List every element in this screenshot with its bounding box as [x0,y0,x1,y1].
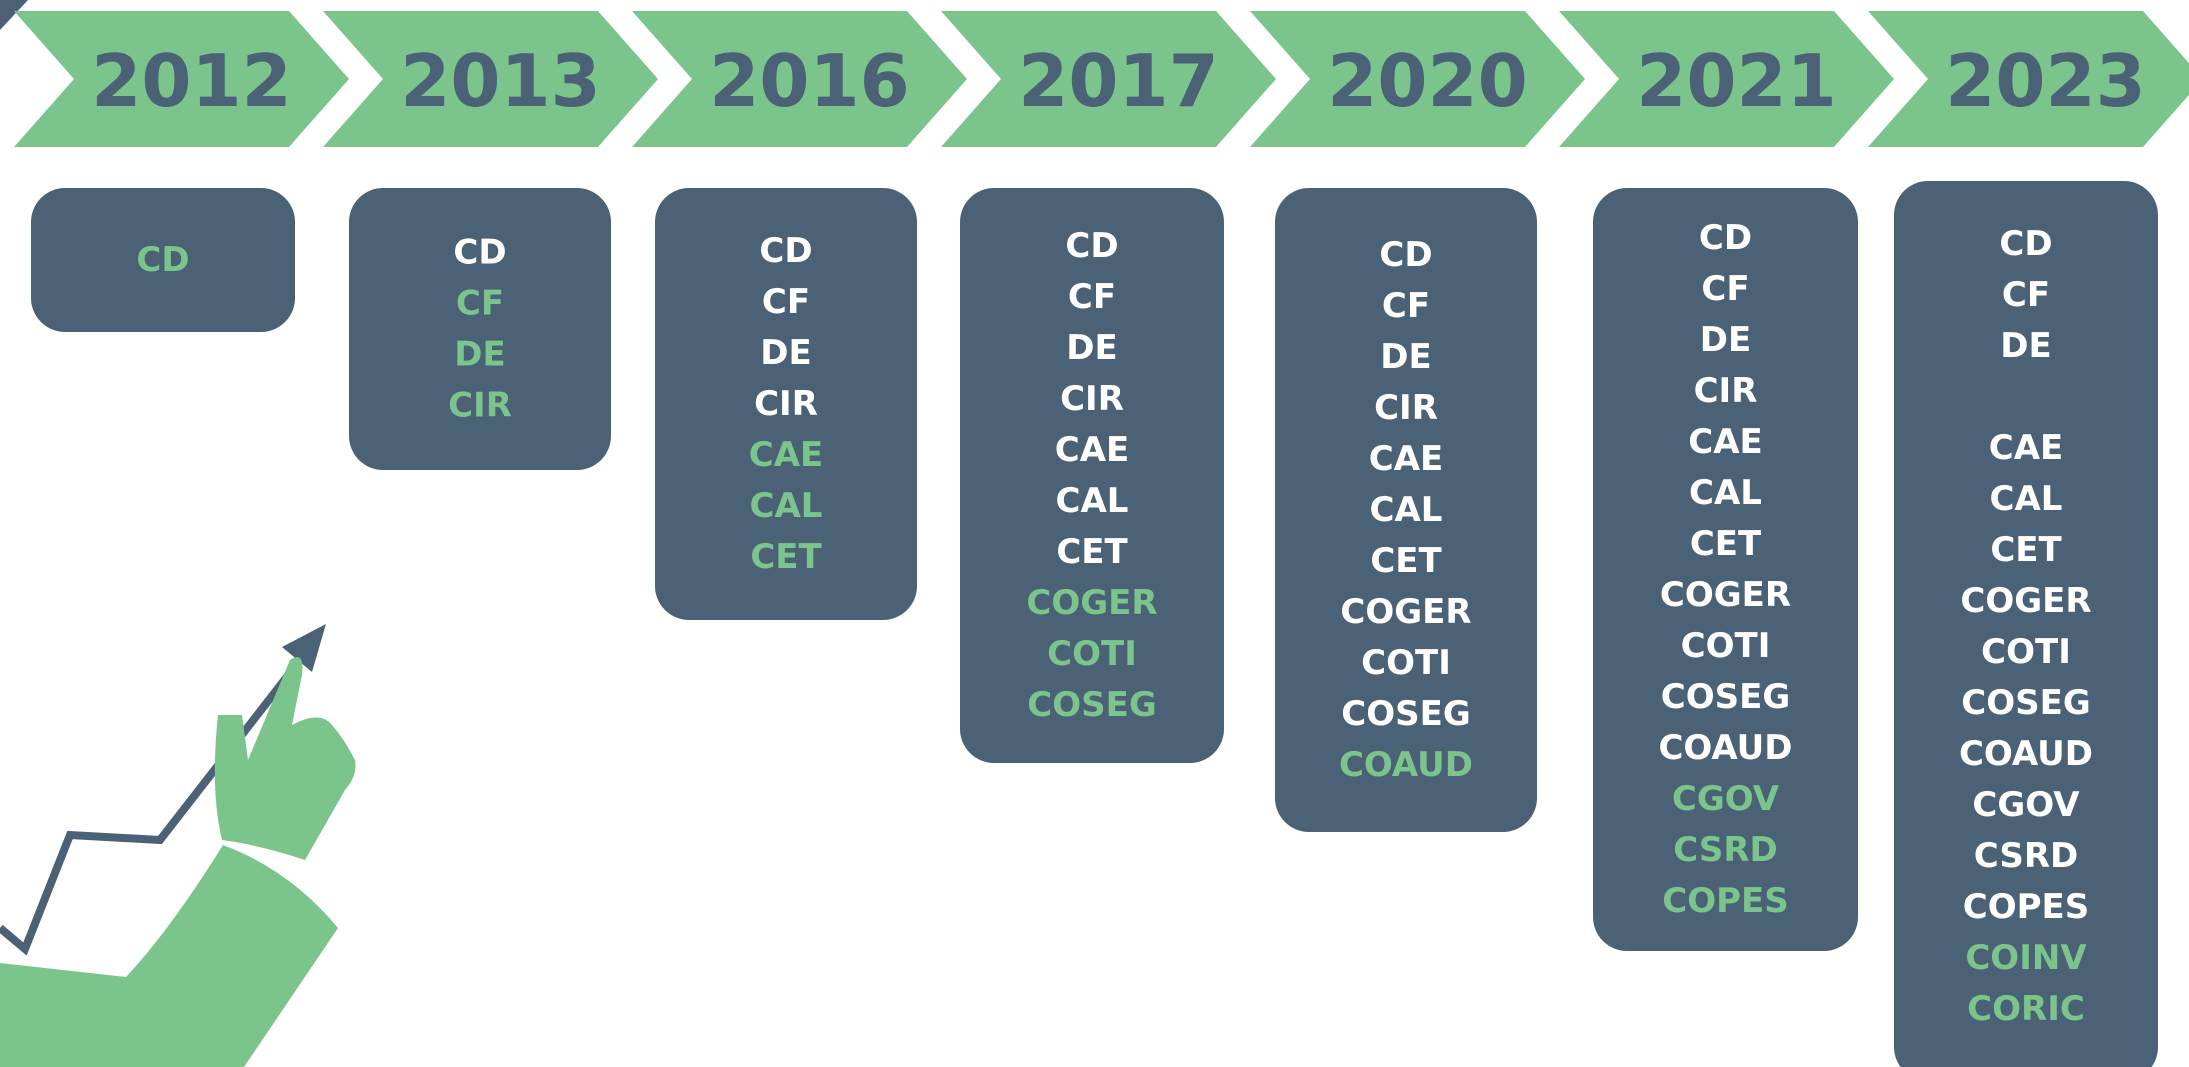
year-label: 2021 [1636,39,1836,123]
year-chevron [1868,11,2189,147]
item-label: CF [1382,286,1430,326]
item-label: COGER [1960,581,2091,621]
year-box [349,188,611,470]
year-box [655,188,917,620]
year-box [960,188,1224,763]
item-label: COGER [1340,592,1471,632]
item-label: CAL [1689,473,1762,513]
arrow-head [282,624,326,672]
item-label: COTI [1361,643,1451,683]
item-label: COTI [1047,634,1137,674]
year-box [1593,188,1858,951]
item-label: CGOV [1972,785,2080,825]
item-label: CD [1379,235,1432,275]
item-label: CD [759,231,812,271]
item-label: CD [1699,218,1752,258]
item-label: CET [1990,530,2062,570]
item-label: COTI [1681,626,1771,666]
item-label: CD [1999,224,2052,264]
item-label: COTI [1981,632,2071,672]
item-label: COSEG [1661,677,1790,717]
item-label: CF [1701,269,1749,309]
year-label: 2017 [1018,39,1218,123]
year-label: 2012 [91,39,291,123]
item-label: COGER [1660,575,1791,615]
item-label: DE [454,335,505,375]
year-label: 2020 [1327,39,1527,123]
item-label: COAUD [1339,745,1473,785]
trend-line [0,657,304,956]
year-label: 2016 [709,39,909,123]
item-label: CAL [1056,481,1129,521]
item-label: CAE [1989,428,2064,468]
item-label: CET [1370,541,1442,581]
year-label: 2023 [1945,39,2145,123]
item-label: CF [456,284,504,324]
item-label: CSRD [1673,830,1777,870]
item-label: CF [2002,275,2050,315]
item-label: COPES [1963,887,2090,927]
item-label: COSEG [1961,683,2090,723]
item-label: CAE [749,435,824,475]
item-label: DE [1066,328,1117,368]
year-box [1894,181,2158,1067]
item-label: DE [760,333,811,373]
item-label: CIR [1060,379,1124,419]
item-label: DE [2000,326,2051,366]
year-chevron [14,11,349,147]
illustration [0,0,356,1067]
item-label: COSEG [1341,694,1470,734]
item-label: CET [1056,532,1128,572]
year-label: 2013 [400,39,600,123]
year-chevron [941,11,1276,147]
item-label: CAE [1055,430,1130,470]
item-label: CAE [1369,439,1444,479]
item-label: CD [1065,226,1118,266]
item-label: CF [762,282,810,322]
item-label: CGOV [1672,779,1780,819]
item-label: COGER [1026,583,1157,623]
item-label: CIR [448,386,512,426]
item-label: CIR [754,384,818,424]
item-label: COPES [1662,881,1789,921]
item-label: CAL [1990,479,2063,519]
year-chevron [323,11,658,147]
year-chevron [1559,11,1894,147]
item-label: CET [750,537,822,577]
item-label: COAUD [1658,728,1792,768]
sleeve [0,845,338,1067]
item-label: COSEG [1027,685,1156,725]
hand [214,657,356,860]
year-chevron [1250,11,1585,147]
item-label: CD [136,240,189,280]
item-label: CIR [1374,388,1438,428]
item-label: CET [1690,524,1762,564]
year-box [31,188,295,332]
year-chevron [632,11,967,147]
corner [0,0,28,30]
item-label: CAL [750,486,823,526]
item-label: CSRD [1974,836,2078,876]
item-label: CAL [1370,490,1443,530]
item-label: CD [453,233,506,273]
item-label: COINV [1965,938,2087,978]
year-box [1275,188,1537,832]
item-label: CF [1068,277,1116,317]
item-label: COAUD [1959,734,2093,774]
item-label: DE [1700,320,1751,360]
item-label: CAE [1688,422,1763,462]
item-label: CORIC [1967,989,2085,1029]
item-label: CIR [1694,371,1758,411]
item-label: DE [1380,337,1431,377]
